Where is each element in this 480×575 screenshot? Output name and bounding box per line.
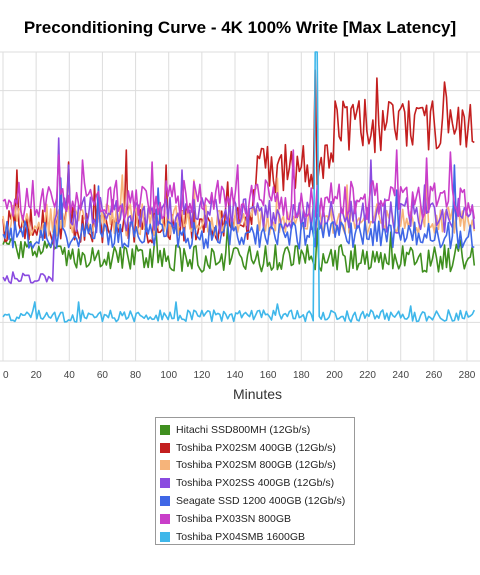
x-tick-label: 20: [31, 370, 43, 381]
legend-swatch: [160, 531, 170, 542]
legend-label: Toshiba PX02SM 400GB (12Gb/s): [176, 441, 336, 454]
legend: Hitachi SSD800MH (12Gb/s) Toshiba PX02SM …: [155, 417, 355, 545]
series-line: [2, 149, 476, 221]
legend-item: Toshiba PX02SM 800GB (12Gb/s): [160, 457, 354, 475]
x-tick-label: 180: [293, 370, 310, 381]
x-tick-label: 280: [459, 370, 476, 381]
x-tick-label: 240: [392, 370, 409, 381]
legend-label: Toshiba PX03SN 800GB: [176, 512, 291, 525]
series-line: [2, 51, 476, 323]
legend-swatch: [160, 442, 170, 453]
legend-swatch: [160, 460, 170, 471]
legend-item: Toshiba PX03SN 800GB: [160, 510, 354, 528]
legend-swatch: [160, 424, 170, 435]
legend-swatch: [160, 478, 170, 489]
x-tick-label: 220: [359, 370, 376, 381]
legend-item: Seagate SSD 1200 400GB (12Gb/s): [160, 492, 354, 510]
series-line: [2, 224, 476, 273]
legend-swatch: [160, 513, 170, 524]
legend-item: Hitachi SSD800MH (12Gb/s): [160, 421, 354, 439]
x-tick-label: 120: [194, 370, 211, 381]
series-line: [2, 137, 476, 285]
x-tick-label: 80: [130, 370, 142, 381]
x-tick-label: 260: [426, 370, 443, 381]
legend-label: Toshiba PX04SMB 1600GB: [176, 530, 305, 543]
x-tick-label: 100: [160, 370, 177, 381]
x-tick-label: 0: [3, 370, 9, 381]
x-tick-label: 140: [227, 370, 244, 381]
legend-label: Seagate SSD 1200 400GB (12Gb/s): [176, 495, 346, 508]
x-axis-title: Minutes: [232, 386, 283, 402]
legend-item: Toshiba PX02SS 400GB (12Gb/s): [160, 474, 354, 492]
x-tick-label: 160: [260, 370, 277, 381]
legend-item: Toshiba PX04SMB 1600GB: [160, 528, 354, 546]
series-line: [2, 174, 476, 237]
legend-label: Hitachi SSD800MH (12Gb/s): [176, 423, 311, 436]
legend-swatch: [160, 496, 170, 507]
x-tick-label: 200: [326, 370, 343, 381]
legend-label: Toshiba PX02SS 400GB (12Gb/s): [176, 477, 335, 490]
legend-label: Toshiba PX02SM 800GB (12Gb/s): [176, 459, 336, 472]
chart-title: Preconditioning Curve - 4K 100% Write [M…: [23, 18, 457, 37]
legend-item: Toshiba PX02SM 400GB (12Gb/s): [160, 439, 354, 457]
x-tick-label: 60: [97, 370, 109, 381]
series-line: [2, 164, 475, 250]
x-tick-label: 40: [64, 370, 76, 381]
